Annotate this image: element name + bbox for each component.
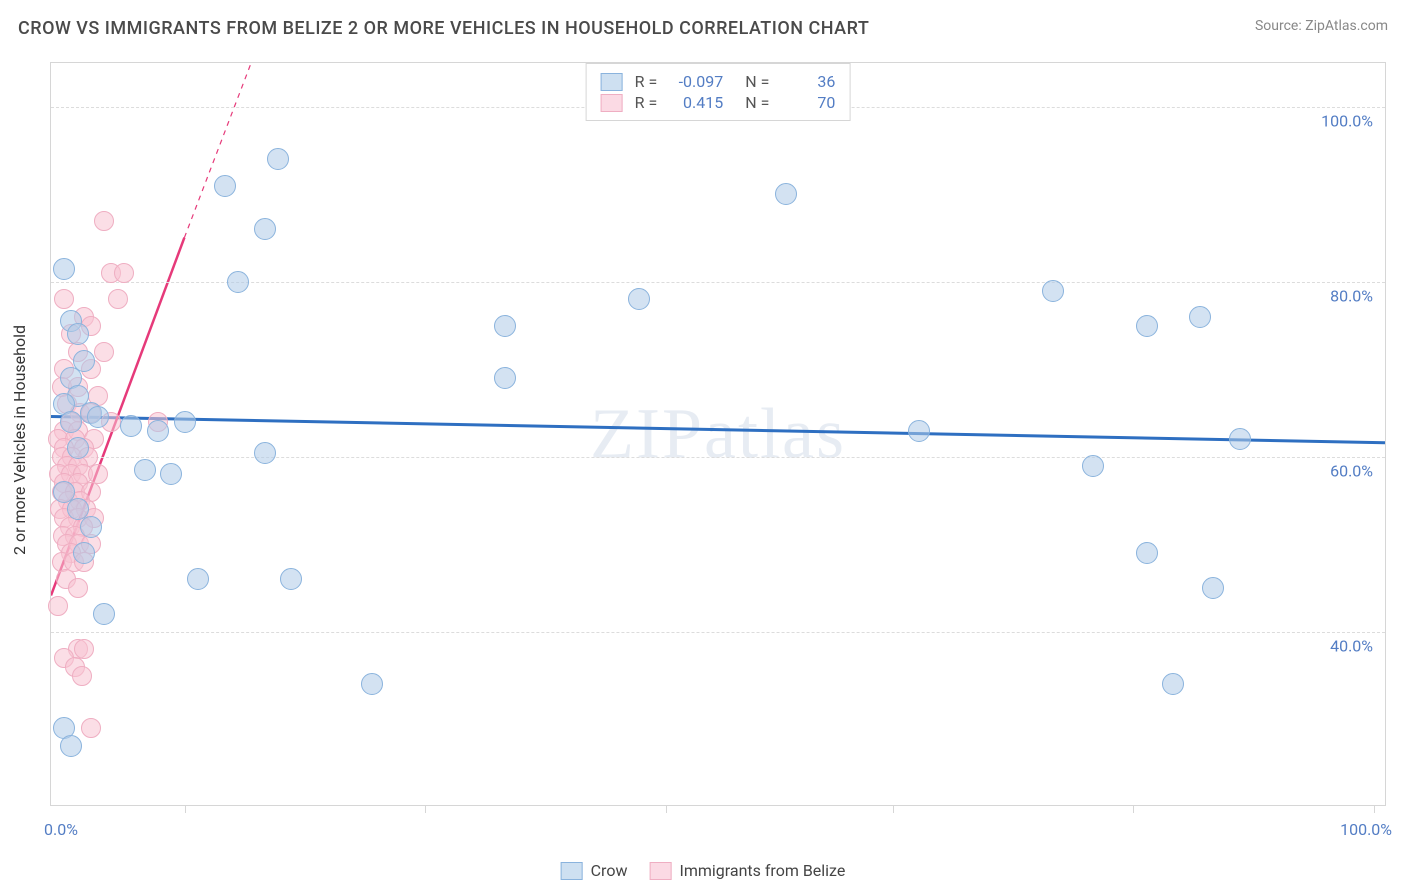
crow-point [1229, 428, 1251, 450]
crow-point [1162, 673, 1184, 695]
crow-point [1082, 455, 1104, 477]
crow-point [1202, 577, 1224, 599]
y-axis-tick-label: 80.0% [1328, 286, 1375, 305]
crow-point [160, 463, 182, 485]
belize-point [94, 342, 114, 362]
gridline [51, 282, 1385, 283]
belize-point [68, 578, 88, 598]
x-axis-max-label: 100.0% [1340, 820, 1392, 839]
x-axis-tick [425, 805, 426, 813]
x-axis-min-label: 0.0% [44, 820, 78, 839]
belize-point [72, 666, 92, 686]
legend-r-value: 0.415 [669, 93, 723, 112]
crow-point [67, 323, 89, 345]
crow-point [494, 367, 516, 389]
legend-swatch [561, 862, 583, 880]
y-axis-tick-label: 40.0% [1328, 636, 1375, 655]
belize-point [81, 718, 101, 738]
belize-point [54, 289, 74, 309]
source-label: Source: [1255, 18, 1302, 34]
watermark-text: ZIPatlas [590, 393, 846, 476]
legend-n-value: 36 [781, 72, 835, 91]
legend-n-value: 70 [781, 93, 835, 112]
crow-point [227, 271, 249, 293]
crow-point [187, 568, 209, 590]
legend-swatch [601, 73, 623, 91]
crow-point [80, 516, 102, 538]
crow-point [60, 735, 82, 757]
crow-point [1189, 306, 1211, 328]
legend-item: Crow [561, 861, 628, 880]
crow-point [361, 673, 383, 695]
crow-point [1136, 315, 1158, 337]
belize-point [114, 263, 134, 283]
legend-row: R = 0.415 N = 70 [601, 93, 836, 112]
belize-point [94, 211, 114, 231]
source-attribution: Source: ZipAtlas.com [1255, 18, 1388, 34]
y-axis-title: 2 or more Vehicles in Household [10, 325, 29, 555]
crow-point [93, 603, 115, 625]
belize-point [48, 596, 68, 616]
x-axis-tick [893, 805, 894, 813]
y-axis-tick-label: 100.0% [1319, 111, 1375, 130]
crow-point [775, 183, 797, 205]
crow-point [908, 420, 930, 442]
gridline [51, 457, 1385, 458]
legend-r-value: -0.097 [669, 72, 723, 91]
crow-point [53, 258, 75, 280]
source-link[interactable]: ZipAtlas.com [1305, 18, 1388, 34]
legend-label: Immigrants from Belize [679, 861, 845, 880]
crow-point [214, 175, 236, 197]
legend-label: Crow [591, 861, 628, 880]
x-axis-tick [185, 805, 186, 813]
x-axis-tick [666, 805, 667, 813]
crow-point [1042, 280, 1064, 302]
belize-point [108, 289, 128, 309]
crow-point [267, 148, 289, 170]
crow-point [628, 288, 650, 310]
legend-n-label: N = [745, 72, 769, 91]
correlation-legend: R = -0.097 N = 36 R = 0.415 N = 70 [586, 63, 851, 121]
crow-point [60, 411, 82, 433]
crow-point [174, 411, 196, 433]
crow-point [134, 459, 156, 481]
x-axis-tick [1133, 805, 1134, 813]
crow-point [280, 568, 302, 590]
legend-n-label: N = [745, 93, 769, 112]
correlation-scatter-chart: ZIPatlas R = -0.097 N = 36 R = 0.415 N = 70 40.… [50, 62, 1386, 806]
crow-point [254, 218, 276, 240]
legend-row: R = -0.097 N = 36 [601, 72, 836, 91]
y-axis-tick-label: 60.0% [1328, 461, 1375, 480]
crow-point [120, 415, 142, 437]
crow-point [254, 442, 276, 464]
x-axis-tick [1374, 805, 1375, 813]
crow-point [73, 542, 95, 564]
legend-r-label: R = [635, 72, 658, 91]
legend-swatch [601, 94, 623, 112]
legend-swatch [649, 862, 671, 880]
gridline [51, 632, 1385, 633]
legend-r-label: R = [635, 93, 658, 112]
series-legend: Crow Immigrants from Belize [561, 861, 846, 880]
crow-point [87, 406, 109, 428]
crow-point [1136, 542, 1158, 564]
chart-title: CROW VS IMMIGRANTS FROM BELIZE 2 OR MORE… [18, 18, 869, 39]
legend-item: Immigrants from Belize [649, 861, 845, 880]
crow-point [67, 437, 89, 459]
crow-point [147, 420, 169, 442]
crow-point [494, 315, 516, 337]
